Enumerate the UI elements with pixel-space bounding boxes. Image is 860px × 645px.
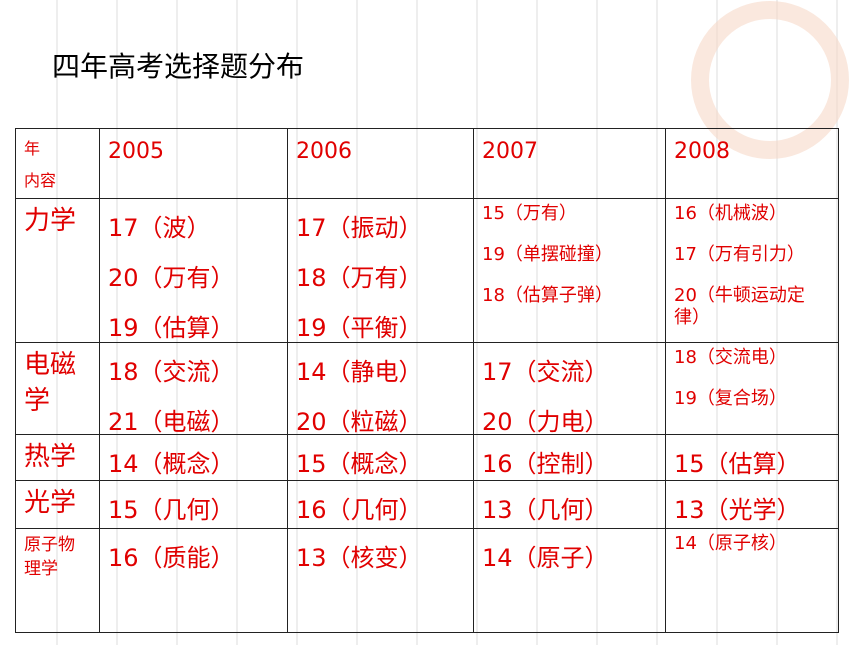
cell-line: 18（估算子弹） [482, 285, 613, 306]
cell-line: 14（静电） [296, 358, 423, 386]
data-cell: 16（几何） [287, 480, 474, 529]
cell-line: 14（概念） [108, 450, 235, 478]
cell-line: 19（估算） [108, 314, 235, 342]
cell-line: 15（概念） [296, 450, 423, 478]
cell-line: 13（核变） [296, 544, 423, 572]
cell-line: 15（万有） [482, 203, 577, 224]
data-cell: 16（控制） [473, 434, 666, 481]
cell-line: 15（几何） [108, 496, 235, 524]
data-cell: 14（原子） [473, 528, 666, 633]
cell-line: 17（振动） [296, 214, 423, 242]
header-cell: 2006 [287, 128, 474, 199]
cell-line: 17（交流） [482, 358, 609, 386]
corner-cell: 年内容 [15, 128, 100, 199]
cell-line: 16（几何） [296, 496, 423, 524]
topic-cell: 原子物理学 [15, 528, 100, 633]
data-cell: 15（几何） [99, 480, 288, 529]
header-cell: 2007 [473, 128, 666, 199]
cell-line: 14（原子） [482, 544, 609, 572]
cell-line: 19（单摆碰撞） [482, 244, 613, 265]
data-cell: 13（光学） [665, 480, 839, 529]
data-cell: 15（概念） [287, 434, 474, 481]
cell-line: 13（几何） [482, 496, 609, 524]
topic-cell: 光学 [15, 480, 100, 529]
cell-line: 20（万有） [108, 264, 235, 292]
cell-line: 18（交流电） [674, 347, 787, 368]
data-cell: 14（概念） [99, 434, 288, 481]
data-cell: 15（万有） 19（单摆碰撞） 18（估算子弹） [473, 198, 666, 343]
data-cell: 16（机械波） 17（万有引力） 20（牛顿运动定律） [665, 198, 839, 343]
cell-line: 18（交流） [108, 358, 235, 386]
cell-line: 18（万有） [296, 264, 423, 292]
cell-line: 19（平衡） [296, 314, 423, 342]
slide-title: 四年高考选择题分布 [52, 50, 305, 83]
cell-line: 20（牛顿运动定律） [674, 285, 805, 328]
cell-line: 15（估算） [674, 450, 801, 478]
data-cell: 18（交流电） 19（复合场） [665, 342, 839, 435]
topic-cell: 力学 [15, 198, 100, 343]
cell-line: 19（复合场） [674, 388, 787, 409]
header-cell: 2005 [99, 128, 288, 199]
cell-line: 14（原子核） [674, 533, 787, 554]
topic-cell: 电磁学 [15, 342, 100, 435]
cell-line: 17（万有引力） [674, 244, 805, 265]
data-cell: 15（估算） [665, 434, 839, 481]
data-cell: 14（静电） 20（粒磁） [287, 342, 474, 435]
cell-line: 16（质能） [108, 544, 235, 572]
cell-line: 21（电磁） [108, 408, 235, 435]
data-cell: 17（波） 20（万有） 19（估算） [99, 198, 288, 343]
cell-line: 13（光学） [674, 496, 801, 524]
cell-line: 20（粒磁） [296, 408, 423, 435]
data-cell: 17（振动） 18（万有） 19（平衡） [287, 198, 474, 343]
cell-line: 16（机械波） [674, 203, 787, 224]
cell-line: 20（力电） [482, 408, 609, 435]
data-cell: 14（原子核） [665, 528, 839, 633]
cell-line: 16（控制） [482, 450, 609, 478]
data-cell: 18（交流） 21（电磁） [99, 342, 288, 435]
cell-line: 17（波） [108, 214, 211, 242]
watermark [691, 1, 849, 159]
data-cell: 13（核变） [287, 528, 474, 633]
corner-label: 年 [24, 139, 41, 158]
data-cell: 16（质能） [99, 528, 288, 633]
data-cell: 17（交流） 20（力电） [473, 342, 666, 435]
data-cell: 13（几何） [473, 480, 666, 529]
corner-label: 内容 [24, 171, 57, 190]
header-cell: 2008 [665, 128, 839, 199]
topic-cell: 热学 [15, 434, 100, 481]
